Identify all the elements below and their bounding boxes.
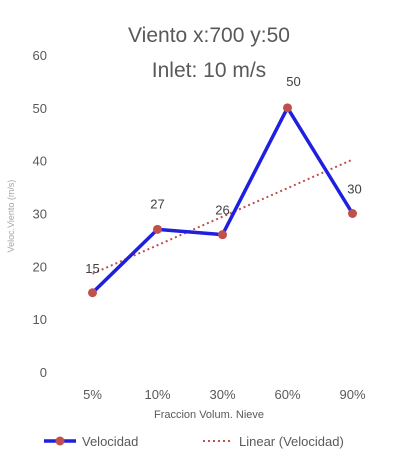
data-point <box>218 230 227 240</box>
legend: Velocidad Linear (Velocidad) <box>44 434 344 449</box>
series-line <box>91 106 354 295</box>
y-tick-label: 30 <box>33 207 47 222</box>
legend-trendline-label: Linear (Velocidad) <box>239 434 344 449</box>
y-tick-label: 10 <box>33 312 47 327</box>
data-point <box>88 288 97 298</box>
y-tick-label: 40 <box>33 154 47 169</box>
legend-series-label: Velocidad <box>82 434 138 449</box>
chart-title-line2: Inlet: 10 m/s <box>152 59 266 82</box>
data-point <box>283 103 292 113</box>
x-tick-label: 30% <box>209 387 235 402</box>
data-label: 50 <box>286 74 300 89</box>
x-tick-label: 10% <box>144 387 170 402</box>
y-axis-label: Veloc.Viento (m/s) <box>6 180 16 253</box>
x-axis-label: Fraccion Volum. Nieve <box>154 409 264 421</box>
series-group <box>88 103 357 298</box>
y-tick-label: 0 <box>40 365 47 380</box>
trendline-group <box>92 158 353 275</box>
chart-title-line1: Viento x:700 y:50 <box>128 24 290 47</box>
y-tick-label: 50 <box>33 101 47 116</box>
data-label: 26 <box>215 203 229 218</box>
axis-ticks: 0 10 20 30 40 50 60 5% 10% 30% 60% 90% <box>33 48 366 402</box>
x-tick-label: 90% <box>339 387 365 402</box>
trendline <box>92 158 353 275</box>
data-label: 15 <box>85 261 99 276</box>
data-labels: 15 27 26 50 30 <box>85 74 361 276</box>
data-point <box>348 209 357 218</box>
y-tick-label: 20 <box>33 259 47 274</box>
data-label: 30 <box>347 182 361 197</box>
data-label: 27 <box>150 196 164 211</box>
x-tick-label: 5% <box>83 387 102 402</box>
y-tick-label: 60 <box>33 48 47 63</box>
x-tick-label: 60% <box>274 387 300 402</box>
data-point <box>153 224 162 234</box>
legend-series-marker <box>55 436 65 446</box>
